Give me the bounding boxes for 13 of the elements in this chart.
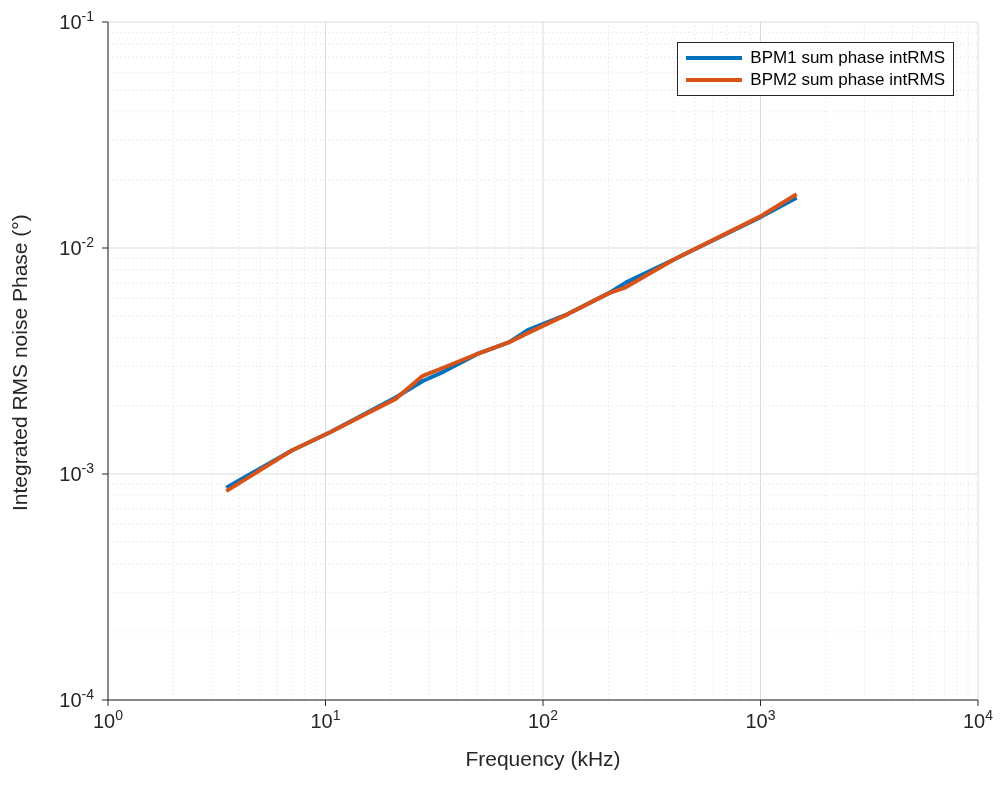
y-tick-label: 10$^{-3}$ [59,460,95,485]
legend-label: BPM1 sum phase intRMS [750,47,945,69]
x-axis-title: Frequency (kHz) [465,747,621,770]
y-tick-label: 10$^{-1}$ [59,8,95,33]
y-tick-label: 10$^{-2}$ [59,234,95,259]
x-tick-label: 10$^{4}$ [962,707,994,732]
legend-label: BPM2 sum phase intRMS [750,69,945,91]
x-tick-label: 10$^{1}$ [310,707,341,732]
x-tick-label: 10$^{2}$ [527,707,559,732]
y-axis-title: Integrated RMS noise Phase (°) [8,214,32,511]
x-tick-label: 10$^{3}$ [745,707,776,732]
x-tick-label: 10$^{0}$ [92,707,124,732]
y-tick-label: 10$^{-4}$ [59,686,95,711]
